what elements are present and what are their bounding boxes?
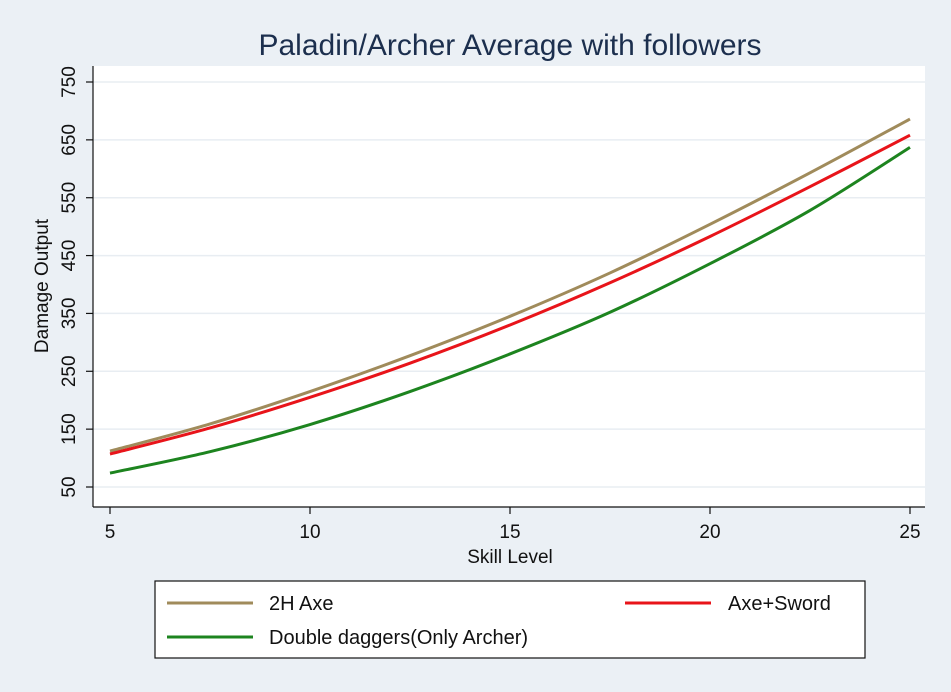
x-tick-label-10: 10	[299, 522, 320, 543]
legend	[154, 580, 866, 659]
plot-area	[93, 66, 925, 507]
legend-label-axe-sword: Axe+Sword	[728, 593, 831, 615]
y-tick-label-450: 450	[59, 240, 80, 272]
y-tick-label-250: 250	[59, 355, 80, 387]
series-line-2h-axe	[109, 117, 911, 453]
x-tick-label-25: 25	[899, 522, 920, 543]
y-tick-label-550: 550	[59, 182, 80, 214]
y-tick-label-750: 750	[59, 66, 80, 98]
y-tick-label-150: 150	[59, 413, 80, 445]
series-line-double-daggers	[109, 146, 911, 475]
axes: 50 150 250 350 450 550 650 750 5 10 15 20 25	[59, 66, 925, 543]
x-tick-label-5: 5	[105, 522, 116, 543]
legend-label-2h-axe: 2H Axe	[269, 593, 333, 615]
x-axis-title: Skill Level	[467, 547, 553, 568]
series-lines	[109, 117, 911, 475]
legend-label-double-daggers: Double daggers(Only Archer)	[269, 627, 528, 649]
x-tick-label-20: 20	[699, 522, 720, 543]
y-tick-label-650: 650	[59, 124, 80, 156]
chart-title: Paladin/Archer Average with followers	[258, 29, 761, 62]
y-tick-label-350: 350	[59, 298, 80, 330]
y-axis-title: Damage Output	[32, 218, 53, 353]
y-tick-label-50: 50	[59, 476, 80, 497]
series-line-axe-sword	[109, 133, 911, 456]
x-tick-label-15: 15	[499, 522, 520, 543]
grid-lines	[93, 81, 925, 488]
